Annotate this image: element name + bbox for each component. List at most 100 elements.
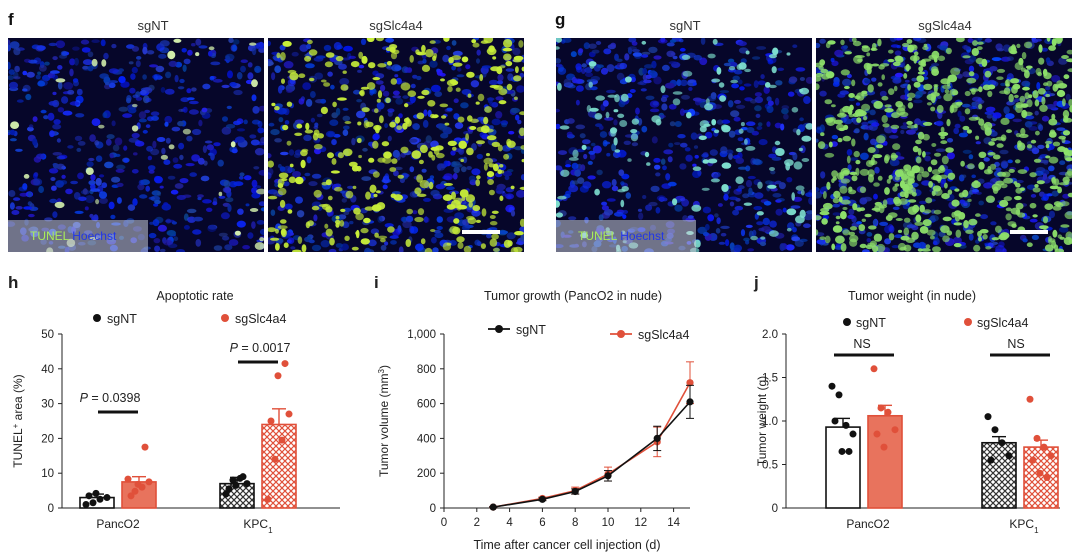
stain-legend-hoechst: Hoechst — [72, 229, 117, 243]
micrograph-f-sgslc4a4 — [268, 38, 524, 252]
data-point — [92, 489, 100, 497]
data-point — [229, 476, 237, 484]
panel-letter-i: i — [374, 273, 379, 292]
scale-bar — [1010, 230, 1048, 234]
chart-i-xlabel: Time after cancer cell injection (d) — [473, 538, 660, 552]
data-point — [1029, 456, 1037, 464]
chart-h-xtick-label: KPC1 — [243, 517, 273, 535]
data-point — [828, 382, 836, 390]
legend-label-sgnt: sgNT — [107, 312, 137, 326]
label-f-sgnt: sgNT — [137, 18, 169, 33]
bar — [261, 423, 297, 509]
chart-i-xtick-label: 14 — [667, 517, 680, 529]
chart-h-ytick-label: 50 — [41, 329, 54, 341]
chart-j-xtick-label: KPC1 — [1009, 517, 1039, 535]
data-point — [1047, 452, 1055, 460]
micrograph-f-sgnt: TUNEL Hoechst — [8, 38, 264, 252]
panel-letter-j: j — [753, 273, 759, 292]
panel-letter-g: g — [555, 10, 566, 29]
chart-i-xtick-label: 2 — [474, 517, 480, 529]
chart-i-ytick-label: 800 — [417, 364, 436, 376]
data-point — [686, 398, 694, 406]
chart-j-ytick-label: 0 — [772, 503, 778, 515]
panel-letter-h: h — [8, 273, 18, 292]
data-point — [877, 404, 885, 412]
micrograph-g-sgslc4a4 — [816, 38, 1072, 252]
data-point — [1036, 469, 1044, 477]
significance-label: P = 0.0398 — [80, 391, 141, 405]
legend-label-sgslc4a4: sgSlc4a4 — [235, 312, 286, 326]
series-line-sgSlc4a4 — [493, 382, 691, 508]
chart-h-ytick-label: 40 — [41, 364, 54, 376]
stain-legend-f: TUNEL Hoechst — [8, 220, 148, 252]
chart-i-ytick-label: 600 — [417, 399, 436, 411]
data-point — [103, 494, 111, 502]
data-point — [604, 472, 612, 480]
data-point — [538, 495, 547, 503]
data-point — [264, 495, 272, 503]
chart-h-title: Apoptotic rate — [156, 289, 233, 303]
micrograph-texture — [268, 38, 524, 252]
significance-label: P = 0.0017 — [230, 341, 291, 355]
data-point — [489, 503, 497, 511]
data-point — [838, 447, 846, 455]
legend-dot-sgnt — [843, 318, 851, 326]
micrograph-texture — [556, 38, 812, 252]
legend-dot-sgslc4a4 — [964, 318, 972, 326]
data-point — [1043, 474, 1051, 482]
data-point — [82, 501, 90, 509]
data-point — [884, 408, 892, 416]
chart-i-ytick-label: 200 — [417, 468, 436, 480]
chart-j-xtick-label: PancO2 — [846, 517, 890, 531]
chart-h-xtick-label: PancO2 — [96, 517, 140, 531]
legend-label-sgnt: sgNT — [856, 316, 886, 330]
stain-legend-tunel: TUNEL — [578, 229, 617, 243]
data-point — [653, 434, 661, 442]
chart-j-ylabel: Tumor weight (g) — [755, 376, 769, 466]
significance-label: NS — [853, 337, 870, 351]
data-point — [222, 490, 230, 498]
legend-dot-sgnt — [495, 325, 503, 333]
chart-j-ytick-label: 2.0 — [762, 329, 778, 341]
chart-i-xtick-label: 0 — [441, 517, 447, 529]
data-point — [274, 372, 282, 380]
scale-bar — [462, 230, 500, 234]
data-point — [835, 391, 843, 399]
data-point — [124, 475, 132, 483]
data-point — [239, 473, 247, 481]
data-point — [1005, 452, 1013, 460]
chart-j-ytick-label: 1.5 — [762, 373, 778, 385]
data-point — [89, 499, 97, 507]
chart-i-ylabel: Tumor volume (mm3) — [377, 365, 392, 477]
significance-label: NS — [1007, 337, 1024, 351]
chart-h-ytick-label: 0 — [48, 503, 54, 515]
legend-dot-sgnt — [93, 314, 101, 322]
chart-i-xtick-label: 10 — [602, 517, 615, 529]
data-point — [281, 360, 289, 368]
bar — [981, 441, 1017, 509]
stain-legend-hoechst: Hoechst — [620, 229, 665, 243]
chart-i-ytick-label: 1,000 — [407, 329, 436, 341]
data-point — [571, 487, 579, 496]
chart-h-ytick-label: 30 — [41, 399, 54, 411]
data-point — [141, 443, 149, 451]
legend-dot-sgslc4a4 — [221, 314, 229, 322]
legend-dot-sgslc4a4 — [617, 330, 625, 338]
data-point — [285, 410, 293, 418]
chart-i-xtick-label: 6 — [539, 517, 545, 529]
data-point — [845, 447, 853, 455]
data-point — [880, 443, 888, 451]
chart-i-xtick-label: 12 — [634, 517, 647, 529]
data-point — [1033, 434, 1041, 442]
data-point — [870, 365, 878, 373]
legend-label-sgslc4a4: sgSlc4a4 — [638, 328, 689, 342]
label-g-sgnt: sgNT — [669, 18, 701, 33]
data-point — [243, 480, 251, 488]
micrograph-texture — [8, 38, 264, 252]
chart-j-ytick-label: 1.0 — [762, 416, 778, 428]
data-point — [891, 426, 899, 434]
data-point — [131, 487, 139, 495]
chart-j-ytick-label: 0.5 — [762, 460, 778, 472]
data-point — [831, 417, 839, 425]
